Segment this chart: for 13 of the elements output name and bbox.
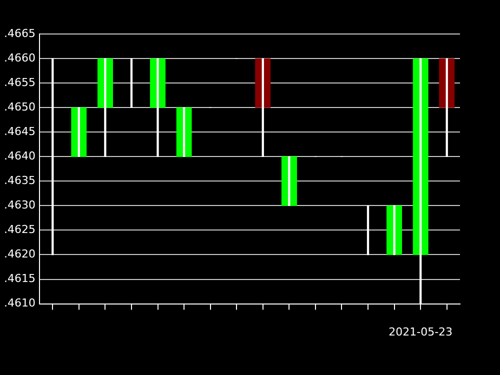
x-tick-label: 2021-05-23 <box>388 325 453 338</box>
y-tick-label: .4620 <box>4 248 36 261</box>
y-tick-label: .4650 <box>4 100 36 114</box>
y-tick-label: .4660 <box>4 51 36 64</box>
y-tick-label: .4630 <box>4 198 36 212</box>
y-tick-label: .4655 <box>4 76 36 89</box>
y-tick-label: .4635 <box>4 174 36 188</box>
y-tick-label: .4615 <box>4 272 36 286</box>
y-tick-label: .4645 <box>4 124 36 138</box>
y-tick-label: .4610 <box>4 296 36 310</box>
y-tick-label: .4665 <box>4 26 36 40</box>
y-tick-label: .4640 <box>4 149 36 162</box>
y-tick-label: .4625 <box>4 223 36 236</box>
